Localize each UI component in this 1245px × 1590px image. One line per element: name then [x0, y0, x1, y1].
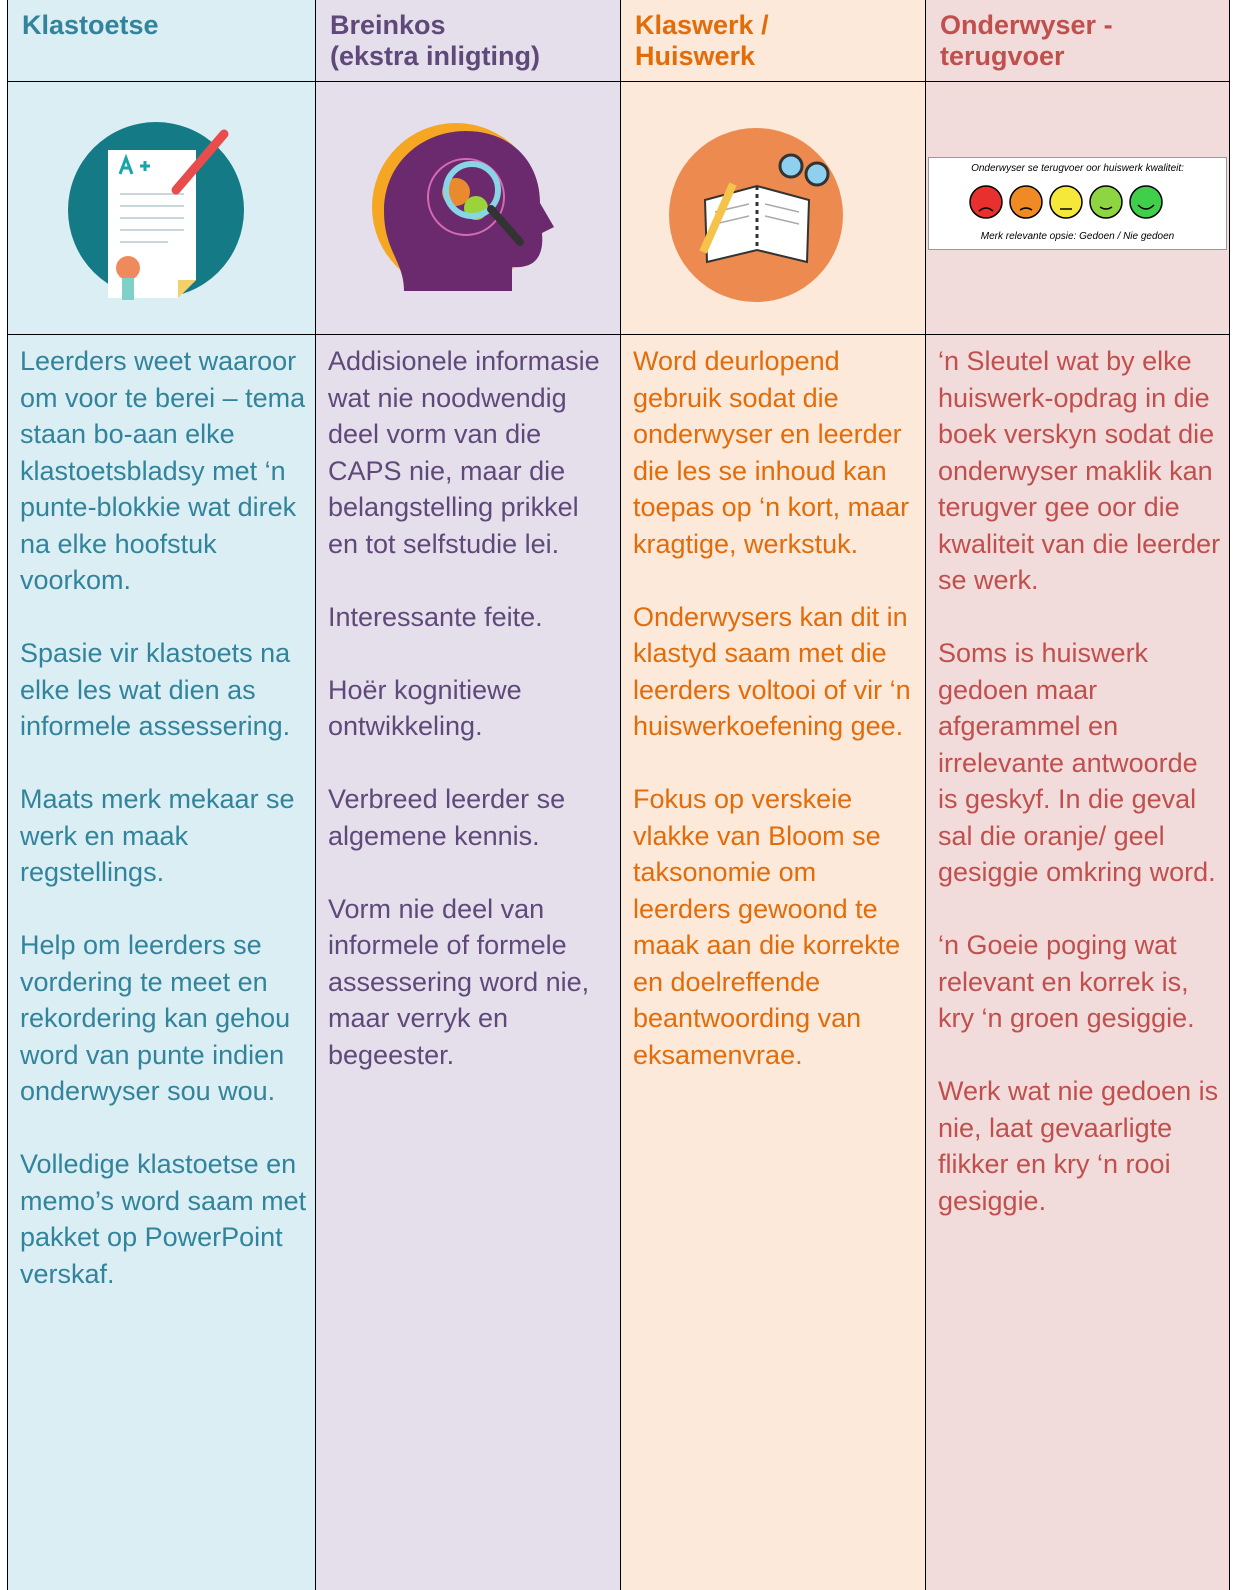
paragraph: ‘n Sleutel wat by elke huiswerk-opdrag i…	[938, 346, 1221, 595]
book-icon	[669, 128, 843, 302]
paragraph: Spasie vir klastoets na elke les wat die…	[20, 638, 291, 741]
paragraph: Fokus op verskeie vlakke van Bloom se ta…	[633, 784, 901, 1070]
column-body: Word deurlopend gebruik sodat die onderw…	[621, 335, 925, 1110]
test-icon	[68, 122, 244, 300]
paragraph: Soms is huiswerk gedoen maar afgerammel …	[938, 638, 1216, 887]
icon-cell	[621, 82, 925, 335]
paragraph: Interessante feite.	[328, 601, 543, 632]
paragraph: Addisionele informasie wat nie noodwendi…	[328, 346, 600, 559]
brain-icon	[372, 123, 554, 291]
paragraph: Verbreed leerder se algemene kennis.	[328, 784, 566, 851]
paragraph: Volledige klastoetse en memo’s word saam…	[20, 1149, 307, 1289]
column-body: Addisionele informasie wat nie noodwendi…	[316, 335, 620, 1110]
paragraph: Hoër kognitiewe ontwikkeling.	[328, 674, 522, 742]
paragraph: Word deurlopend gebruik sodat die onderw…	[633, 346, 910, 559]
feedback-title: Onderwyser se terugvoer oor huiswerk kwa…	[971, 163, 1184, 174]
paragraph: Vorm nie deel van informele of formele a…	[328, 893, 590, 1070]
paragraph: Leerders weet waaroor om voor te berei –…	[20, 346, 306, 595]
column-header: Klaswerk / Huiswerk	[621, 0, 925, 82]
paragraph: ‘n Goeie poging wat relevant en korrek i…	[938, 930, 1195, 1033]
paragraph: Maats merk mekaar se werk en maak regste…	[20, 784, 295, 887]
column-header: Breinkos (ekstra inligting)	[316, 0, 620, 82]
column-body: Leerders weet waaroor om voor te berei –…	[8, 335, 315, 1329]
icon-cell	[316, 82, 620, 335]
column: Klaswerk / Huiswerk Word deurlopend gebr…	[620, 0, 925, 1590]
column-body: ‘n Sleutel wat by elke huiswerk-opdrag i…	[926, 335, 1229, 1256]
icon-cell: Onderwyser se terugvoer oor huiswerk kwa…	[926, 82, 1229, 335]
icon-cell	[8, 82, 315, 335]
column-header: Klastoetse	[8, 0, 315, 82]
column: Breinkos (ekstra inligting) Addisionele …	[315, 0, 620, 1590]
paragraph: Onderwysers kan dit in klastyd saam met …	[633, 601, 911, 742]
feedback-card: Onderwyser se terugvoer oor huiswerk kwa…	[928, 157, 1227, 250]
column: Klastoetse Leerders weet waaroor om voor…	[7, 0, 315, 1590]
column-header: Onderwyser - terugvoer	[926, 0, 1229, 82]
paragraph: Help om leerders se vordering te meet en…	[20, 930, 291, 1106]
feedback-note: Merk relevante opsie: Gedoen / Nie gedoe…	[980, 231, 1175, 242]
column: Onderwyser - terugvoer Onderwyser se ter…	[925, 0, 1230, 1590]
paragraph: Werk wat nie gedoen is nie, laat gevaarl…	[938, 1076, 1219, 1216]
feedback-faces	[969, 185, 1163, 219]
